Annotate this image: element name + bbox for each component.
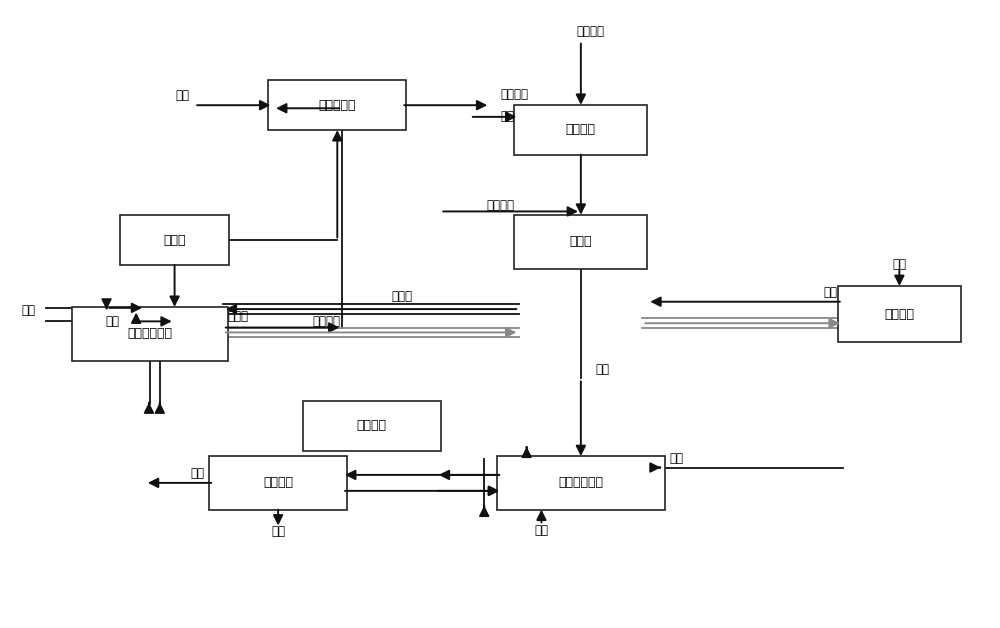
Text: 盐酸: 盐酸	[22, 305, 36, 317]
Text: 烧碱: 烧碱	[175, 90, 189, 102]
Text: 淡盐水: 淡盐水	[392, 290, 413, 303]
Text: 氯气洗涤: 氯气洗涤	[884, 308, 914, 320]
FancyBboxPatch shape	[268, 80, 406, 131]
FancyBboxPatch shape	[838, 286, 961, 342]
Text: 氢气: 氢气	[271, 525, 285, 538]
FancyBboxPatch shape	[514, 105, 647, 155]
Text: 一次盐水: 一次盐水	[577, 25, 605, 38]
Text: 盐水储罐: 盐水储罐	[566, 123, 596, 136]
Text: 氨水: 氨水	[106, 315, 120, 328]
Text: 废氯气: 废氯气	[228, 310, 249, 323]
FancyBboxPatch shape	[303, 401, 441, 451]
Text: 离子膜电解槽: 离子膜电解槽	[558, 477, 603, 489]
Text: 纯水: 纯水	[534, 524, 548, 537]
Text: 烧碱: 烧碱	[190, 467, 204, 480]
FancyBboxPatch shape	[120, 215, 229, 266]
FancyBboxPatch shape	[514, 215, 647, 269]
Text: 盐酸: 盐酸	[596, 363, 610, 376]
Text: 亚硫酸钠: 亚硫酸钠	[486, 199, 514, 212]
FancyBboxPatch shape	[497, 456, 665, 510]
FancyBboxPatch shape	[209, 456, 347, 510]
Text: 盐酸: 盐酸	[500, 111, 514, 123]
Text: 氯气: 氯气	[892, 257, 906, 271]
Text: 阳极液槽: 阳极液槽	[357, 420, 387, 432]
Text: 阴极液槽: 阴极液槽	[263, 477, 293, 489]
Text: 再生废水: 再生废水	[313, 315, 341, 328]
Text: 次氯酸钠: 次氯酸钠	[500, 88, 528, 100]
Text: 脱氯塔: 脱氯塔	[163, 234, 186, 247]
Text: 树脂器: 树脂器	[570, 235, 592, 248]
Text: 废气吸收器: 废气吸收器	[319, 99, 356, 112]
Text: 阳极液放冲槽: 阳极液放冲槽	[127, 327, 172, 340]
FancyBboxPatch shape	[72, 306, 228, 360]
Text: 氯气: 氯气	[670, 452, 684, 465]
Text: 氨水: 氨水	[824, 286, 838, 299]
